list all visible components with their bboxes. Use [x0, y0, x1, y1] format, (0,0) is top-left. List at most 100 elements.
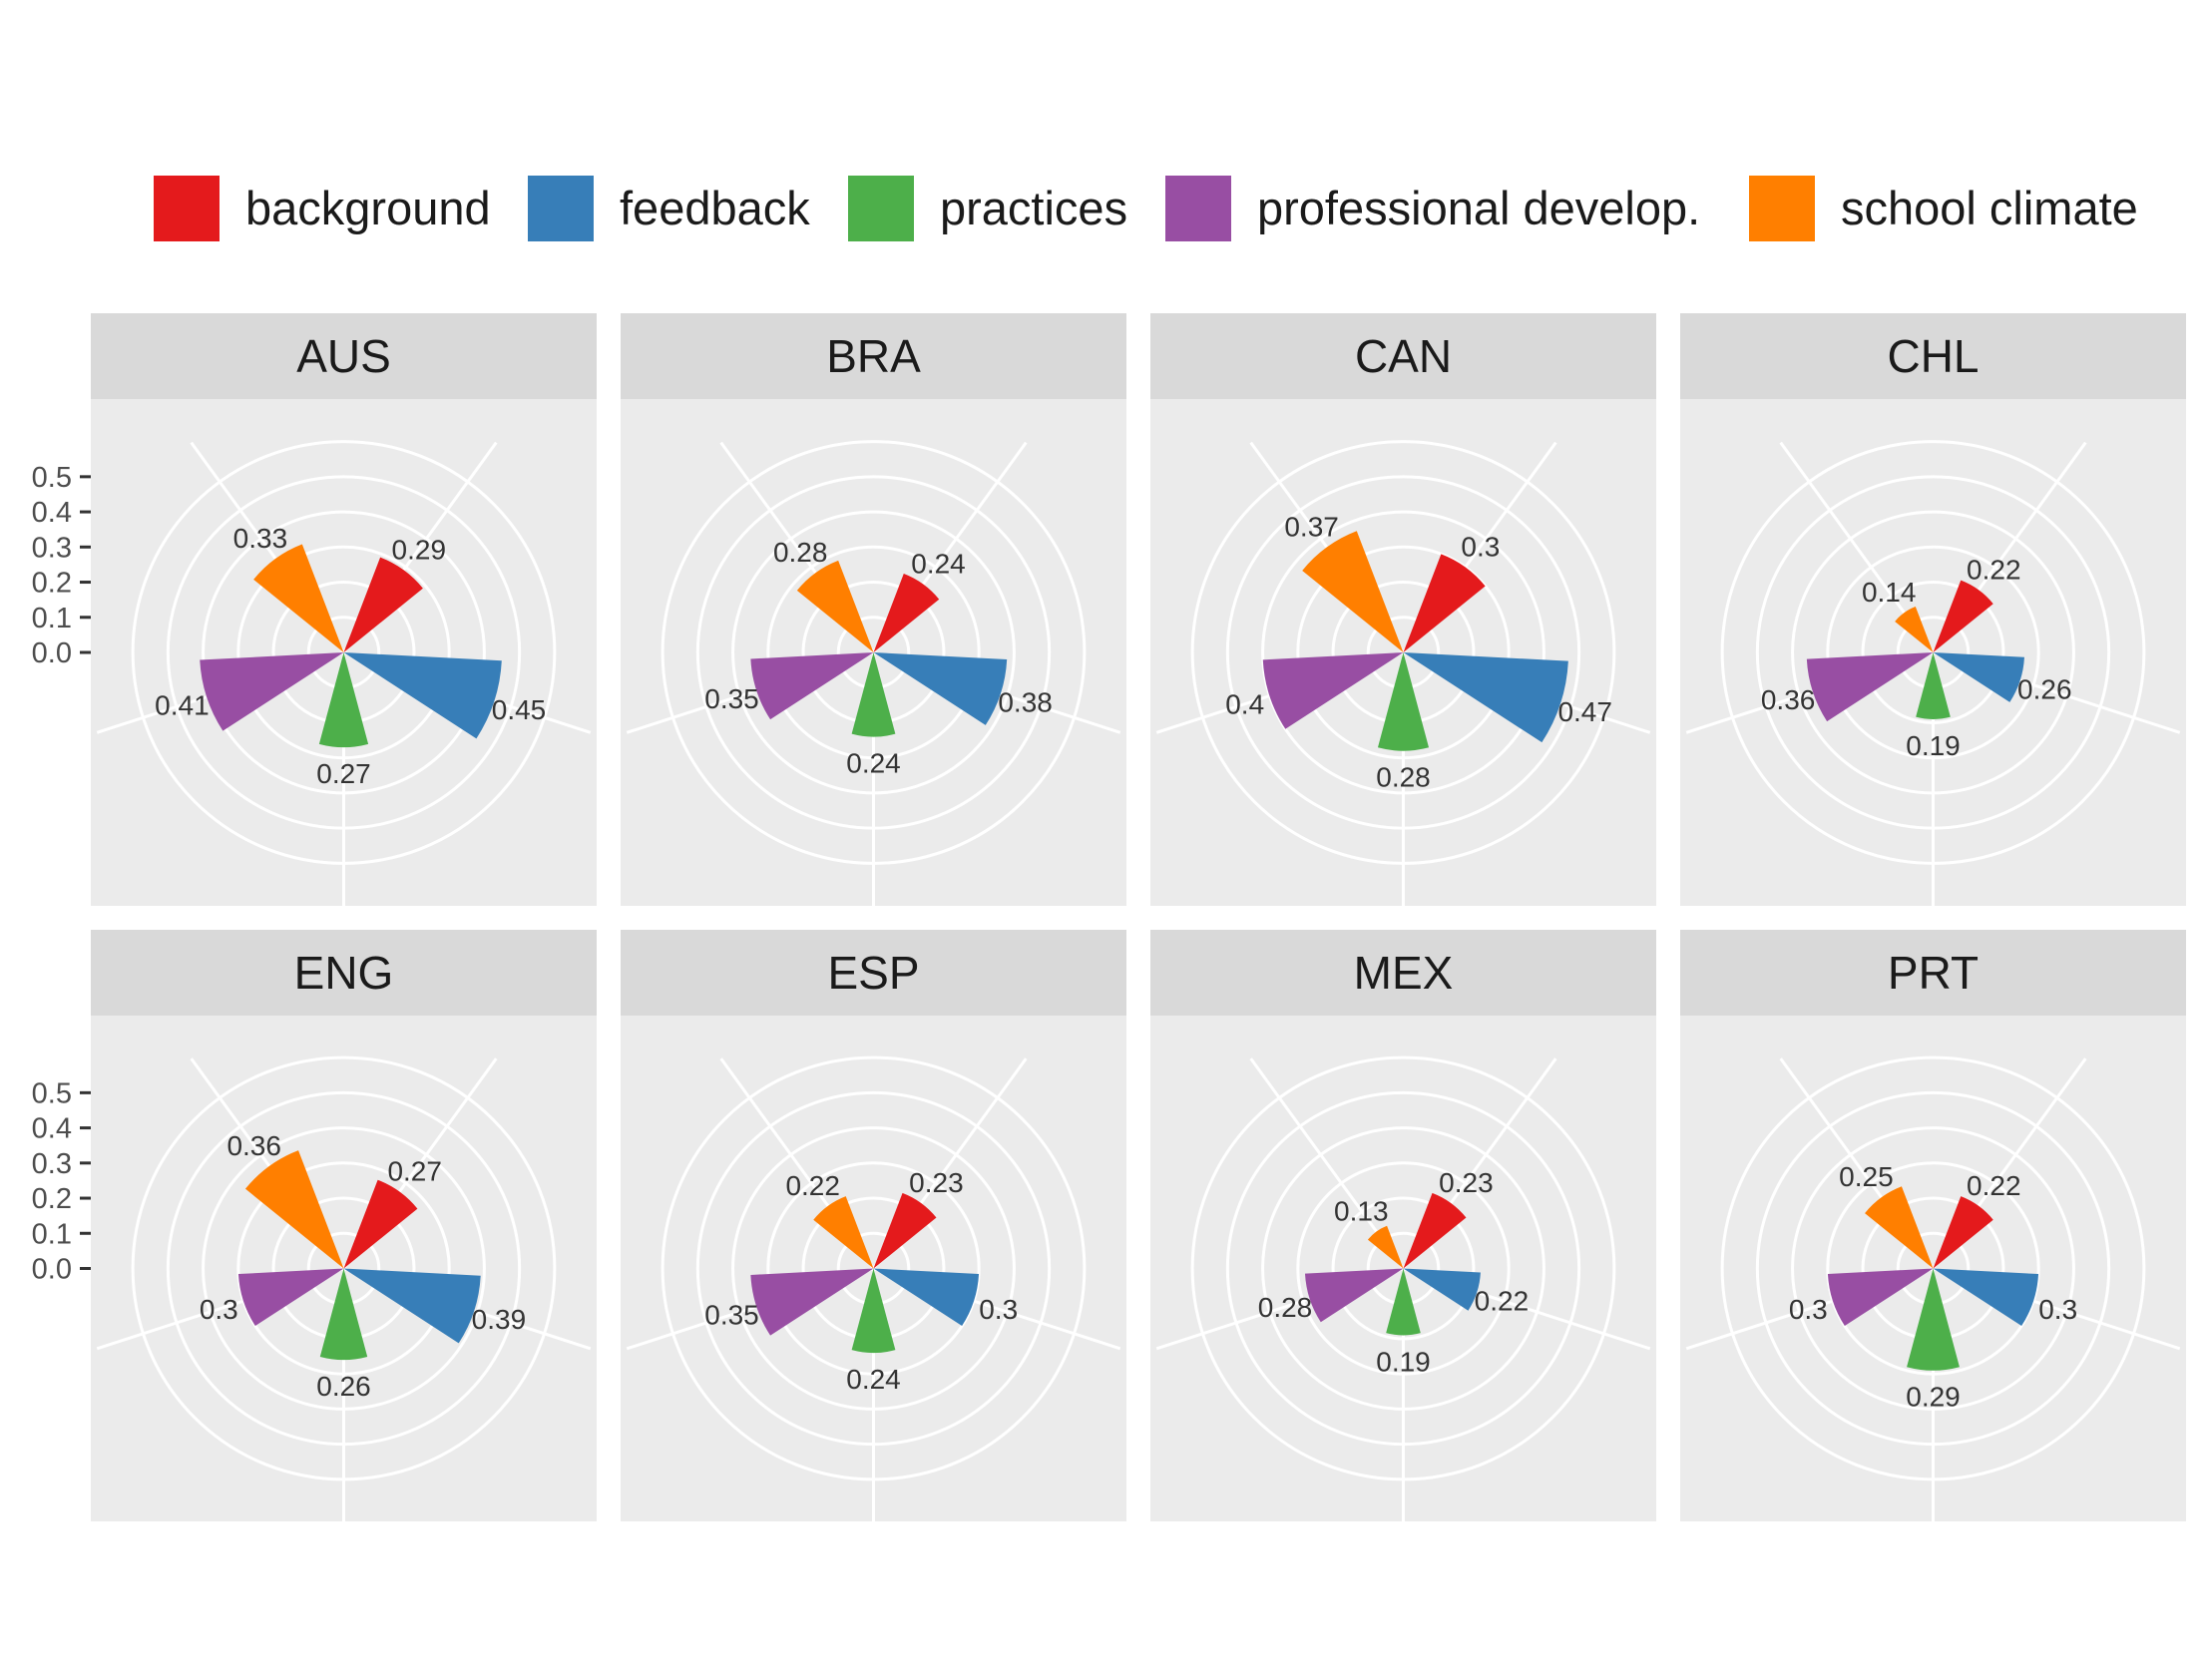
bar-practices	[1916, 652, 1951, 719]
bar-feedback	[1403, 1268, 1481, 1311]
facet-prt: PRT 0.22 0.3 0.29 0.3 0.25	[1680, 930, 2186, 1528]
value-label-climate: 0.13	[1334, 1195, 1389, 1226]
bar-professional	[750, 652, 874, 720]
bar-feedback	[343, 1268, 481, 1344]
bar-practices	[1377, 652, 1430, 751]
value-label-background: 0.27	[387, 1156, 442, 1187]
bar-professional	[1827, 1268, 1934, 1327]
bar-background	[343, 1179, 418, 1269]
bar-climate	[796, 560, 874, 652]
axis-tick-label: 0.5	[32, 1077, 72, 1109]
facet-title: CAN	[1355, 330, 1452, 382]
facet-title: PRT	[1888, 947, 1979, 999]
value-label-climate: 0.28	[773, 537, 828, 568]
value-label-professional: 0.35	[704, 683, 759, 714]
value-label-practices: 0.27	[316, 758, 371, 789]
axis-tick-label: 0.4	[32, 497, 72, 529]
bar-feedback	[1933, 1268, 2039, 1327]
facet-panels: AUS 0.29 0.45 0.27 0.41 0.33 BRA 0.24 0.38 0.24 0.…	[91, 313, 2186, 1528]
bar-practices	[319, 1268, 368, 1361]
facet-eng: ENG 0.27 0.39 0.26 0.3 0.36	[91, 930, 597, 1528]
value-label-practices: 0.24	[846, 1364, 901, 1395]
legend-label-professional: professional develop.	[1257, 182, 1700, 234]
value-label-feedback: 0.45	[492, 694, 547, 725]
value-label-feedback: 0.39	[472, 1304, 527, 1335]
bar-professional	[750, 1268, 874, 1336]
facet-title: CHL	[1887, 330, 1979, 382]
value-label-feedback: 0.38	[998, 686, 1053, 717]
value-label-feedback: 0.22	[1475, 1286, 1530, 1317]
axis-tick-label: 0.0	[32, 637, 72, 669]
value-label-professional: 0.41	[155, 690, 210, 721]
axis-tick-label: 0.3	[32, 1148, 72, 1180]
axis-tick-label: 0.3	[32, 532, 72, 564]
value-label-practices: 0.24	[846, 748, 901, 779]
value-label-background: 0.22	[1967, 1170, 2021, 1201]
value-label-professional: 0.3	[200, 1294, 238, 1325]
axis-tick-label: 0.1	[32, 1218, 72, 1250]
legend-label-practices: practices	[940, 182, 1127, 234]
bar-climate	[244, 1150, 344, 1269]
value-label-climate: 0.33	[233, 523, 288, 554]
facet-strip	[1150, 930, 1656, 1016]
bar-professional	[1806, 652, 1934, 722]
value-label-practices: 0.28	[1376, 762, 1431, 793]
value-label-background: 0.23	[909, 1167, 964, 1198]
facet-title: AUS	[296, 330, 391, 382]
bar-feedback	[1933, 652, 2024, 702]
facet-can: CAN 0.3 0.47 0.28 0.4 0.37	[1150, 313, 1656, 912]
value-label-background: 0.23	[1439, 1167, 1494, 1198]
value-label-feedback: 0.26	[2017, 673, 2072, 704]
value-label-background: 0.24	[911, 549, 966, 580]
value-label-climate: 0.37	[1284, 512, 1339, 543]
radial-axis-row-2: 0.0 0.10.20.30.4 0.5	[32, 1077, 91, 1286]
value-label-climate: 0.25	[1839, 1161, 1894, 1192]
bar-climate	[1865, 1186, 1934, 1269]
value-label-practices: 0.19	[1906, 730, 1961, 761]
value-label-feedback: 0.3	[2038, 1294, 2077, 1325]
facet-title: MEX	[1354, 947, 1454, 999]
bar-background	[1403, 554, 1486, 652]
value-label-professional: 0.36	[1761, 684, 1816, 715]
value-label-professional: 0.4	[1225, 689, 1264, 720]
bar-professional	[200, 652, 344, 731]
legend-swatch-background	[154, 176, 220, 241]
axis-tick-label: 0.5	[32, 462, 72, 494]
value-label-climate: 0.36	[226, 1130, 281, 1161]
facet-title: ENG	[294, 947, 394, 999]
facet-strip	[621, 930, 1126, 1016]
bar-climate	[1302, 531, 1404, 652]
legend-label-background: background	[245, 182, 491, 234]
bar-practices	[851, 1268, 896, 1354]
legend-swatch-climate	[1749, 176, 1815, 241]
value-label-background: 0.22	[1967, 554, 2021, 585]
bar-practices	[1907, 1268, 1960, 1371]
legend-label-climate: school climate	[1841, 182, 2138, 234]
bar-climate	[253, 544, 344, 652]
facet-chl: CHL 0.22 0.26 0.19 0.36 0.14	[1680, 313, 2186, 912]
facet-strip	[1150, 313, 1656, 399]
bar-professional	[1262, 652, 1404, 729]
bar-practices	[318, 652, 369, 748]
bar-feedback	[343, 652, 502, 739]
bar-background	[343, 557, 423, 652]
value-label-professional: 0.28	[1258, 1292, 1313, 1323]
bar-climate	[1367, 1225, 1404, 1269]
legend: background feedback practices professional …	[154, 176, 2138, 241]
value-label-climate: 0.22	[785, 1170, 840, 1201]
axis-tick-label: 0.0	[32, 1254, 72, 1286]
value-label-climate: 0.14	[1862, 577, 1917, 608]
bar-background	[1403, 1192, 1467, 1269]
radial-axes: 0.00.10.20.30.40.50.00.10.20.30.40.5	[32, 462, 91, 1286]
bar-practices	[1386, 1268, 1421, 1336]
bar-professional	[1304, 1268, 1404, 1323]
value-label-practices: 0.29	[1906, 1382, 1961, 1413]
legend-swatch-professional	[1165, 176, 1231, 241]
bar-climate	[1895, 606, 1934, 652]
axis-tick-label: 0.4	[32, 1113, 72, 1145]
bar-background	[873, 574, 940, 652]
axis-tick-label: 0.2	[32, 1183, 72, 1215]
axis-tick-label: 0.2	[32, 568, 72, 600]
value-label-practices: 0.19	[1376, 1346, 1431, 1377]
